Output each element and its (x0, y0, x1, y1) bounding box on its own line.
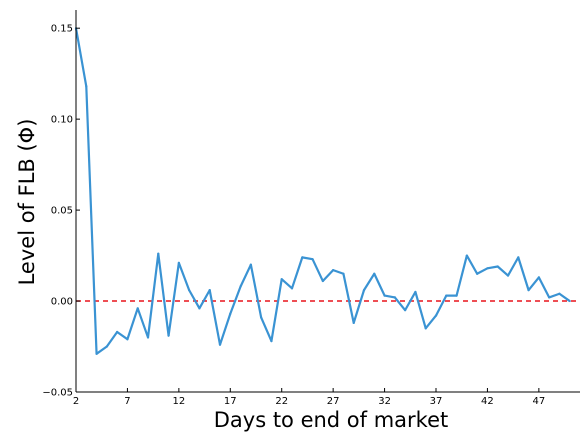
data-point (249, 263, 252, 266)
data-point (414, 290, 417, 294)
data-point (167, 334, 170, 337)
x-axis-title: Days to end of market (214, 408, 449, 432)
data-point (126, 338, 129, 341)
data-point (321, 279, 324, 283)
data-point (476, 272, 479, 275)
y-tick-label: 0.15 (51, 24, 73, 35)
data-point (157, 252, 160, 255)
data-point (537, 276, 540, 279)
data-point (177, 261, 180, 264)
data-point (548, 296, 551, 299)
data-point (496, 265, 499, 268)
y-tick-label: 0.05 (51, 206, 73, 217)
x-tick-label: 22 (275, 396, 288, 407)
data-point (465, 254, 468, 257)
x-tick-label: 42 (481, 396, 494, 407)
y-tick-label: 0.00 (51, 297, 73, 308)
data-point (280, 278, 283, 281)
data-point (95, 352, 98, 355)
data-point (116, 330, 119, 334)
data-point (424, 327, 427, 330)
axes: 2 7 12 17 22 27 32 37 42 47−0.050.000.050.100.15 (42, 10, 580, 407)
data-point (455, 294, 458, 297)
data-point (373, 272, 376, 275)
data-point (568, 299, 571, 303)
data-point (188, 289, 191, 292)
data-point (332, 269, 335, 272)
x-tick-label: 37 (430, 396, 443, 407)
data-point (434, 314, 438, 317)
x-tick-label: 47 (532, 396, 545, 407)
x-tick-label: 32 (378, 396, 391, 407)
data-point (311, 258, 314, 261)
data-point (445, 294, 448, 297)
data-point (404, 309, 407, 312)
x-tick-label: 7 (124, 396, 130, 407)
data-point (85, 85, 88, 88)
y-axis-title: Level of FLB (Φ) (15, 119, 39, 286)
data-point (301, 256, 304, 259)
series-line-0 (74, 27, 571, 355)
data-point (517, 256, 520, 259)
data-point (290, 287, 294, 290)
data-point (218, 343, 222, 346)
y-tick-label: −0.05 (42, 388, 73, 399)
data-point (486, 267, 489, 270)
data-point (270, 339, 273, 343)
plot-area (74, 27, 580, 355)
data-point (506, 274, 510, 277)
data-point (393, 296, 396, 299)
data-point (342, 272, 345, 275)
data-point (208, 289, 211, 292)
data-point (352, 321, 355, 324)
data-point (527, 289, 530, 292)
data-point (383, 294, 386, 297)
x-tick-label: 27 (327, 396, 340, 407)
x-tick-label: 2 (73, 396, 79, 407)
data-point (239, 285, 242, 288)
x-tick-label: 17 (224, 396, 237, 407)
data-point (198, 307, 201, 310)
data-point (146, 336, 150, 339)
data-point (105, 345, 108, 348)
data-point (229, 312, 232, 315)
x-tick-label: 12 (172, 396, 185, 407)
data-point (558, 292, 561, 295)
data-point (260, 316, 263, 319)
y-tick-label: 0.10 (51, 115, 73, 126)
data-point (136, 307, 139, 310)
data-point (362, 289, 366, 292)
